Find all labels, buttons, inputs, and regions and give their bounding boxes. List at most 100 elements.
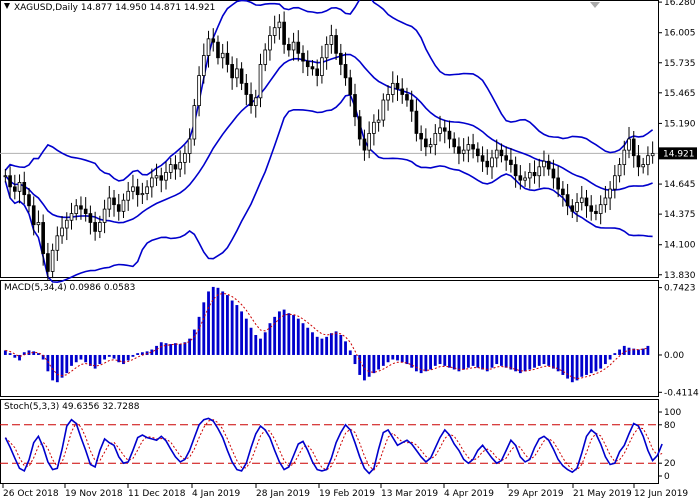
candle-body bbox=[324, 44, 329, 59]
macd-histogram-bar bbox=[637, 349, 640, 355]
macd-histogram-bar bbox=[263, 332, 267, 355]
stoch-header: Stoch(5,3,3) 49.6356 32.7288 bbox=[4, 402, 140, 412]
candle-body bbox=[390, 82, 395, 95]
candle-body bbox=[414, 110, 419, 134]
macd-histogram-bar bbox=[41, 354, 45, 360]
stoch-panel-frame bbox=[0, 399, 659, 484]
macd-histogram-bar bbox=[244, 318, 248, 355]
macd-histogram-bar bbox=[197, 316, 201, 355]
macd-histogram-bar bbox=[424, 354, 428, 372]
candle-body bbox=[400, 88, 405, 95]
candle-body bbox=[3, 175, 8, 178]
stoch-panel bbox=[0, 417, 663, 475]
candle-body bbox=[603, 197, 608, 206]
candle-body bbox=[405, 94, 409, 101]
candle-body bbox=[461, 149, 466, 154]
macd-histogram-bar bbox=[490, 354, 494, 368]
candle-body bbox=[556, 177, 560, 190]
x-tick-label: 26 Oct 2018 bbox=[3, 489, 59, 499]
macd-histogram-bar bbox=[259, 338, 262, 355]
candle-body bbox=[102, 208, 107, 223]
stoch-signal-line bbox=[5, 419, 663, 471]
price-tick-label: 14.100 bbox=[664, 241, 696, 251]
macd-histogram-bar bbox=[329, 333, 333, 355]
candle-body bbox=[466, 144, 471, 151]
candle-body bbox=[116, 204, 121, 212]
macd-histogram-bar bbox=[192, 329, 196, 355]
candle-body bbox=[159, 175, 164, 181]
macd-histogram-bar bbox=[377, 354, 381, 370]
candle-body bbox=[575, 202, 579, 212]
macd-histogram-bar bbox=[320, 338, 324, 355]
stoch-main-line bbox=[4, 417, 663, 475]
x-tick-label: 4 Apr 2019 bbox=[444, 489, 494, 499]
macd-histogram-bar bbox=[55, 354, 59, 383]
macd-histogram-bar bbox=[8, 353, 12, 355]
macd-histogram-bar bbox=[504, 354, 508, 368]
candle-body bbox=[480, 155, 485, 162]
price-tick-label: 15.465 bbox=[664, 89, 696, 99]
candle-body bbox=[249, 94, 253, 107]
candle-body bbox=[589, 205, 594, 212]
macd-histogram-bar bbox=[627, 347, 631, 355]
candle-body bbox=[74, 205, 79, 214]
candle-body bbox=[546, 160, 551, 170]
macd-header: MACD(5,34,4) 0.0986 0.0583 bbox=[4, 283, 135, 293]
macd-histogram-bar bbox=[51, 354, 55, 381]
macd-histogram-bar bbox=[84, 354, 88, 363]
candle-body bbox=[98, 222, 102, 232]
candle-body bbox=[201, 55, 206, 76]
candle-body bbox=[258, 64, 263, 99]
candle-body bbox=[36, 222, 41, 226]
macd-histogram-bar bbox=[452, 354, 456, 370]
macd-histogram-bar bbox=[641, 348, 645, 355]
macd-histogram-bar bbox=[363, 354, 366, 381]
candle-body bbox=[301, 52, 305, 62]
macd-histogram-bar bbox=[301, 323, 305, 355]
candle-body bbox=[206, 38, 211, 56]
macd-histogram-bar bbox=[646, 345, 650, 355]
macd-histogram-bar bbox=[514, 354, 518, 372]
candle-body bbox=[8, 175, 12, 188]
candle-body bbox=[329, 35, 334, 45]
macd-histogram-bar bbox=[462, 354, 466, 370]
current-price-label: 14.921 bbox=[663, 149, 695, 159]
candle-body bbox=[145, 186, 149, 194]
candle-body bbox=[542, 160, 546, 168]
macd-histogram-bar bbox=[443, 354, 447, 366]
candle-body bbox=[579, 197, 584, 203]
macd-histogram-bar bbox=[292, 315, 295, 355]
candle-body bbox=[452, 138, 457, 148]
candle-body bbox=[518, 175, 523, 181]
candle-body bbox=[239, 68, 244, 84]
candle-body bbox=[442, 127, 447, 132]
bollinger-lower-band bbox=[4, 93, 653, 284]
candle-body bbox=[230, 64, 234, 79]
candle-body bbox=[46, 253, 50, 272]
candle-body bbox=[409, 99, 414, 112]
price-tick-label: 16.005 bbox=[664, 29, 696, 39]
macd-histogram-bar bbox=[523, 354, 527, 372]
macd-histogram-bar bbox=[396, 354, 399, 361]
macd-histogram-bar bbox=[537, 354, 541, 366]
candle-body bbox=[565, 194, 570, 207]
candle-body bbox=[551, 168, 556, 179]
macd-histogram-bar bbox=[405, 354, 409, 365]
candle-body bbox=[22, 182, 27, 196]
macd-histogram-bar bbox=[65, 354, 69, 374]
x-tick-label: 19 Nov 2018 bbox=[65, 489, 123, 499]
candle-body bbox=[372, 121, 376, 134]
macd-histogram-bar bbox=[207, 291, 210, 355]
macd-histogram-bar bbox=[367, 354, 371, 377]
macd-histogram-bar bbox=[353, 354, 357, 365]
macd-histogram-bar bbox=[122, 354, 125, 365]
macd-histogram-bar bbox=[599, 354, 603, 369]
candle-body bbox=[69, 213, 74, 221]
candle-body bbox=[178, 161, 182, 170]
candle-body bbox=[220, 52, 225, 59]
candle-body bbox=[457, 146, 461, 154]
macd-histogram-bar bbox=[419, 354, 423, 374]
candle-body bbox=[627, 138, 631, 151]
